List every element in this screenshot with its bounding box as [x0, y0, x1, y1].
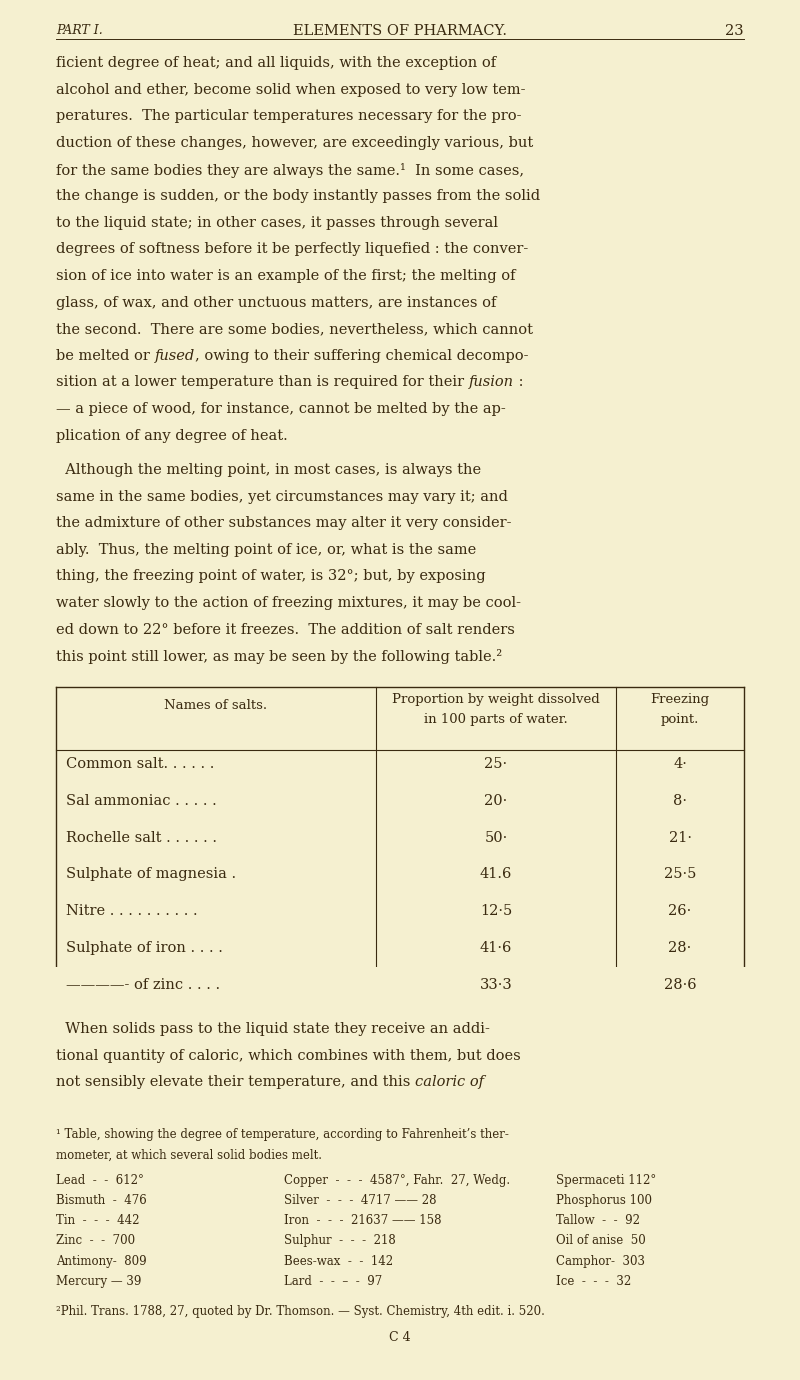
Text: glass, of wax, and other unctuous matters, are instances of: glass, of wax, and other unctuous matter…	[56, 295, 496, 309]
Text: in 100 parts of water.: in 100 parts of water.	[424, 712, 568, 726]
Text: ¹ Table, showing the degree of temperature, according to Fahrenheit’s ther-: ¹ Table, showing the degree of temperatu…	[56, 1127, 509, 1141]
Text: Sulphur  -  -  -  218: Sulphur - - - 218	[284, 1235, 396, 1248]
Text: Sal ammoniac . . . . .: Sal ammoniac . . . . .	[66, 793, 216, 807]
Text: sition at a lower temperature than is required for their: sition at a lower temperature than is re…	[56, 375, 469, 389]
Text: ELEMENTS OF PHARMACY.: ELEMENTS OF PHARMACY.	[293, 25, 507, 39]
Text: Rochelle salt . . . . . .: Rochelle salt . . . . . .	[66, 831, 217, 845]
Text: fused: fused	[154, 349, 194, 363]
Text: When solids pass to the liquid state they receive an addi-: When solids pass to the liquid state the…	[56, 1023, 490, 1036]
Text: for the same bodies they are always the same.¹  In some cases,: for the same bodies they are always the …	[56, 163, 524, 178]
Text: 28·6: 28·6	[664, 977, 696, 992]
Text: Bismuth  -  476: Bismuth - 476	[56, 1194, 146, 1208]
Text: peratures.  The particular temperatures necessary for the pro-: peratures. The particular temperatures n…	[56, 109, 522, 123]
Text: 25·: 25·	[485, 758, 507, 771]
Text: Lead  -  -  612°: Lead - - 612°	[56, 1173, 144, 1187]
Text: 33·3: 33·3	[480, 977, 512, 992]
Text: Nitre . . . . . . . . . .: Nitre . . . . . . . . . .	[66, 904, 198, 918]
Text: point.: point.	[661, 712, 699, 726]
Text: Freezing: Freezing	[650, 693, 710, 707]
Text: 12·5: 12·5	[480, 904, 512, 918]
Text: Copper  -  -  -  4587°, Fahr.  27, Wedg.: Copper - - - 4587°, Fahr. 27, Wedg.	[284, 1173, 510, 1187]
Text: Tallow  -  -  92: Tallow - - 92	[556, 1214, 640, 1227]
Text: PART I.: PART I.	[56, 25, 102, 37]
Text: 4·: 4·	[673, 758, 687, 771]
Text: ably.  Thus, the melting point of ice, or, what is the same: ably. Thus, the melting point of ice, or…	[56, 542, 476, 556]
Text: tional quantity of caloric, which combines with them, but does: tional quantity of caloric, which combin…	[56, 1049, 521, 1063]
Text: Names of salts.: Names of salts.	[165, 700, 267, 712]
Text: water slowly to the action of freezing mixtures, it may be cool-: water slowly to the action of freezing m…	[56, 596, 521, 610]
Text: Phosphorus 100: Phosphorus 100	[556, 1194, 652, 1208]
Text: Although the melting point, in most cases, is always the: Although the melting point, in most case…	[56, 462, 481, 477]
Text: Antimony-  809: Antimony- 809	[56, 1254, 146, 1268]
Text: not sensibly elevate their temperature, and this: not sensibly elevate their temperature, …	[56, 1075, 415, 1089]
Text: Silver  -  -  -  4717 —— 28: Silver - - - 4717 —— 28	[284, 1194, 437, 1208]
Text: 50·: 50·	[484, 831, 508, 845]
Text: this point still lower, as may be seen by the following table.²: this point still lower, as may be seen b…	[56, 649, 502, 664]
Text: caloric of: caloric of	[415, 1075, 484, 1089]
Text: Spermaceti 112°: Spermaceti 112°	[556, 1173, 656, 1187]
Text: ————- of zinc . . . .: ————- of zinc . . . .	[66, 977, 220, 992]
Text: thing, the freezing point of water, is 32°; but, by exposing: thing, the freezing point of water, is 3…	[56, 570, 486, 584]
Text: — a piece of wood, for instance, cannot be melted by the ap-: — a piece of wood, for instance, cannot …	[56, 402, 506, 415]
Text: 41·6: 41·6	[480, 941, 512, 955]
Text: fusion: fusion	[469, 375, 514, 389]
Text: Iron  -  -  -  21637 —— 158: Iron - - - 21637 —— 158	[284, 1214, 442, 1227]
Text: Ice  -  -  -  32: Ice - - - 32	[556, 1275, 631, 1288]
Text: plication of any degree of heat.: plication of any degree of heat.	[56, 429, 288, 443]
Text: the admixture of other substances may alter it very consider-: the admixture of other substances may al…	[56, 516, 511, 530]
Text: Zinc  -  -  700: Zinc - - 700	[56, 1235, 135, 1248]
Text: same in the same bodies, yet circumstances may vary it; and: same in the same bodies, yet circumstanc…	[56, 490, 508, 504]
Text: Camphor-  303: Camphor- 303	[556, 1254, 645, 1268]
Text: , owing to their suffering chemical decompo-: , owing to their suffering chemical deco…	[194, 349, 528, 363]
Text: ficient degree of heat; and all liquids, with the exception of: ficient degree of heat; and all liquids,…	[56, 57, 496, 70]
Text: :: :	[514, 375, 523, 389]
Text: Common salt. . . . . .: Common salt. . . . . .	[66, 758, 214, 771]
Text: 20·: 20·	[484, 793, 508, 807]
Text: 41.6: 41.6	[480, 868, 512, 882]
Text: Sulphate of iron . . . .: Sulphate of iron . . . .	[66, 941, 222, 955]
Text: Proportion by weight dissolved: Proportion by weight dissolved	[392, 693, 600, 707]
Text: sion of ice into water is an example of the first; the melting of: sion of ice into water is an example of …	[56, 269, 515, 283]
Text: degrees of softness before it be perfectly liquefied : the conver-: degrees of softness before it be perfect…	[56, 243, 528, 257]
Text: 21·: 21·	[669, 831, 691, 845]
Text: be melted or: be melted or	[56, 349, 154, 363]
Text: the second.  There are some bodies, nevertheless, which cannot: the second. There are some bodies, never…	[56, 322, 533, 337]
Text: duction of these changes, however, are exceedingly various, but: duction of these changes, however, are e…	[56, 135, 534, 150]
Text: 23: 23	[726, 25, 744, 39]
Text: 26·: 26·	[668, 904, 692, 918]
Text: the change is sudden, or the body instantly passes from the solid: the change is sudden, or the body instan…	[56, 189, 540, 203]
Text: Sulphate of magnesia .: Sulphate of magnesia .	[66, 868, 236, 882]
Text: C 4: C 4	[389, 1332, 411, 1344]
Text: Oil of anise  50: Oil of anise 50	[556, 1235, 646, 1248]
Text: Tin  -  -  -  442: Tin - - - 442	[56, 1214, 139, 1227]
Text: to the liquid state; in other cases, it passes through several: to the liquid state; in other cases, it …	[56, 215, 498, 229]
Text: alcohol and ether, become solid when exposed to very low tem-: alcohol and ether, become solid when exp…	[56, 83, 526, 97]
Text: Mercury — 39: Mercury — 39	[56, 1275, 142, 1288]
Text: 8·: 8·	[673, 793, 687, 807]
Text: Bees-wax  -  -  142: Bees-wax - - 142	[284, 1254, 393, 1268]
Text: Lard  -  -  –  -  97: Lard - - – - 97	[284, 1275, 382, 1288]
Text: 25·5: 25·5	[664, 868, 696, 882]
Text: mometer, at which several solid bodies melt.: mometer, at which several solid bodies m…	[56, 1148, 322, 1162]
Text: 28·: 28·	[668, 941, 692, 955]
Text: ed down to 22° before it freezes.  The addition of salt renders: ed down to 22° before it freezes. The ad…	[56, 622, 515, 636]
Text: ²Phil. Trans. 1788, 27, quoted by Dr. Thomson. — Syst. Chemistry, 4th edit. i. 5: ²Phil. Trans. 1788, 27, quoted by Dr. Th…	[56, 1305, 545, 1318]
